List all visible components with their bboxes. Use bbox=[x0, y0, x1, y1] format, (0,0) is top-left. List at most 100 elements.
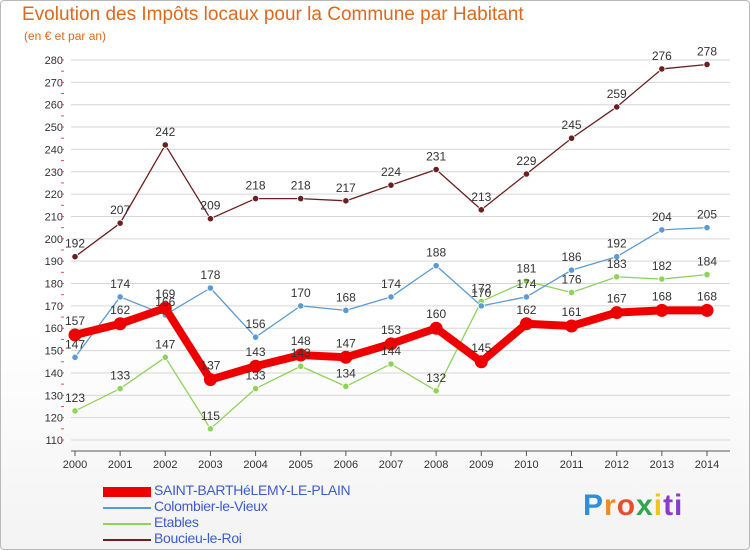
data-label: 147 bbox=[336, 336, 356, 350]
series-group bbox=[68, 60, 714, 433]
data-label: 184 bbox=[697, 255, 717, 269]
data-label: 278 bbox=[697, 44, 717, 58]
x-tick-label: 2005 bbox=[288, 459, 312, 471]
data-point bbox=[658, 275, 666, 283]
data-point bbox=[342, 306, 350, 314]
data-point bbox=[658, 65, 666, 73]
y-tick-label: 210 bbox=[45, 211, 63, 223]
y-tick-label: 280 bbox=[45, 55, 63, 67]
data-point bbox=[297, 302, 305, 310]
data-label: 144 bbox=[381, 344, 401, 358]
y-tick-label: 180 bbox=[45, 279, 63, 291]
x-tick-label: 2012 bbox=[604, 459, 628, 471]
data-label: 168 bbox=[697, 289, 717, 303]
data-label: 217 bbox=[336, 181, 356, 195]
data-label: 133 bbox=[246, 369, 266, 383]
data-label: 209 bbox=[200, 199, 220, 213]
data-point bbox=[613, 273, 621, 281]
data-point bbox=[71, 253, 79, 261]
data-label: 160 bbox=[426, 307, 446, 321]
data-label: 148 bbox=[291, 334, 311, 348]
data-label: 161 bbox=[562, 305, 582, 319]
data-label: 176 bbox=[562, 272, 582, 286]
data-label: 166 bbox=[155, 295, 175, 309]
data-point bbox=[116, 219, 124, 227]
data-label: 170 bbox=[291, 286, 311, 300]
data-point bbox=[700, 303, 714, 317]
data-label: 224 bbox=[381, 165, 401, 179]
data-point bbox=[565, 319, 579, 333]
x-tick-label: 2009 bbox=[469, 459, 493, 471]
data-point bbox=[206, 284, 215, 292]
grid bbox=[71, 59, 730, 441]
data-point bbox=[432, 262, 440, 270]
data-label: 174 bbox=[516, 277, 536, 291]
data-label: 182 bbox=[652, 259, 672, 273]
data-point bbox=[294, 348, 308, 362]
data-label: 242 bbox=[155, 125, 175, 139]
legend-label: Boucieu-le-Roi bbox=[154, 530, 242, 546]
x-tick-label: 2013 bbox=[650, 459, 674, 471]
data-point bbox=[703, 224, 711, 232]
data-point bbox=[432, 387, 440, 395]
data-point bbox=[387, 360, 395, 368]
y-tick-label: 220 bbox=[45, 189, 63, 201]
data-point bbox=[613, 253, 621, 261]
y-tick-label: 170 bbox=[45, 301, 63, 313]
y-tick-label: 140 bbox=[45, 368, 63, 380]
data-point bbox=[387, 181, 395, 189]
data-point bbox=[297, 194, 305, 203]
x-tick-label: 2007 bbox=[379, 459, 403, 471]
y-tick-label: 190 bbox=[45, 256, 63, 268]
x-tick-label: 2001 bbox=[108, 459, 132, 471]
data-point bbox=[297, 362, 305, 370]
x-tick-label: 2004 bbox=[243, 459, 267, 471]
data-point bbox=[203, 373, 217, 387]
data-point bbox=[610, 306, 624, 320]
data-label: 132 bbox=[426, 371, 446, 385]
y-tick-label: 160 bbox=[45, 323, 63, 335]
y-tick-label: 230 bbox=[45, 167, 63, 179]
data-point bbox=[158, 301, 172, 315]
x-tick-label: 2011 bbox=[560, 459, 584, 471]
chart-subtitle: (en € et par an) bbox=[24, 29, 107, 43]
data-label: 133 bbox=[110, 369, 130, 383]
data-label: 145 bbox=[471, 341, 491, 355]
data-label: 183 bbox=[607, 257, 627, 271]
data-label: 162 bbox=[516, 303, 536, 317]
data-point bbox=[474, 355, 488, 369]
data-point bbox=[251, 333, 260, 341]
data-point bbox=[703, 60, 711, 69]
data-point bbox=[477, 302, 485, 310]
data-label: 186 bbox=[562, 250, 582, 264]
data-point bbox=[342, 382, 350, 390]
data-label: 153 bbox=[381, 323, 401, 337]
data-point bbox=[387, 293, 395, 301]
data-point bbox=[251, 384, 260, 393]
y-tick-label: 260 bbox=[45, 100, 63, 112]
data-label: 143 bbox=[291, 346, 311, 360]
legend-swatch bbox=[103, 507, 151, 509]
data-label: 218 bbox=[291, 179, 311, 193]
x-tick-label: 2008 bbox=[424, 459, 448, 471]
y-tick-label: 110 bbox=[45, 435, 63, 447]
data-point bbox=[519, 317, 533, 331]
data-label: 181 bbox=[516, 261, 536, 275]
legend-swatch bbox=[103, 539, 151, 541]
data-point bbox=[655, 303, 669, 317]
data-point bbox=[116, 293, 124, 301]
y-tick-label: 130 bbox=[45, 390, 63, 402]
x-tick-label: 2010 bbox=[514, 459, 538, 471]
data-point bbox=[522, 277, 531, 285]
data-label: 204 bbox=[652, 210, 672, 224]
x-tick-label: 2002 bbox=[153, 459, 177, 471]
data-point bbox=[567, 266, 576, 274]
data-point bbox=[249, 359, 263, 373]
data-point bbox=[567, 134, 576, 142]
data-label: 218 bbox=[246, 179, 266, 193]
data-point bbox=[161, 353, 169, 361]
y-tick-label: 240 bbox=[45, 144, 63, 156]
data-point bbox=[342, 197, 350, 205]
